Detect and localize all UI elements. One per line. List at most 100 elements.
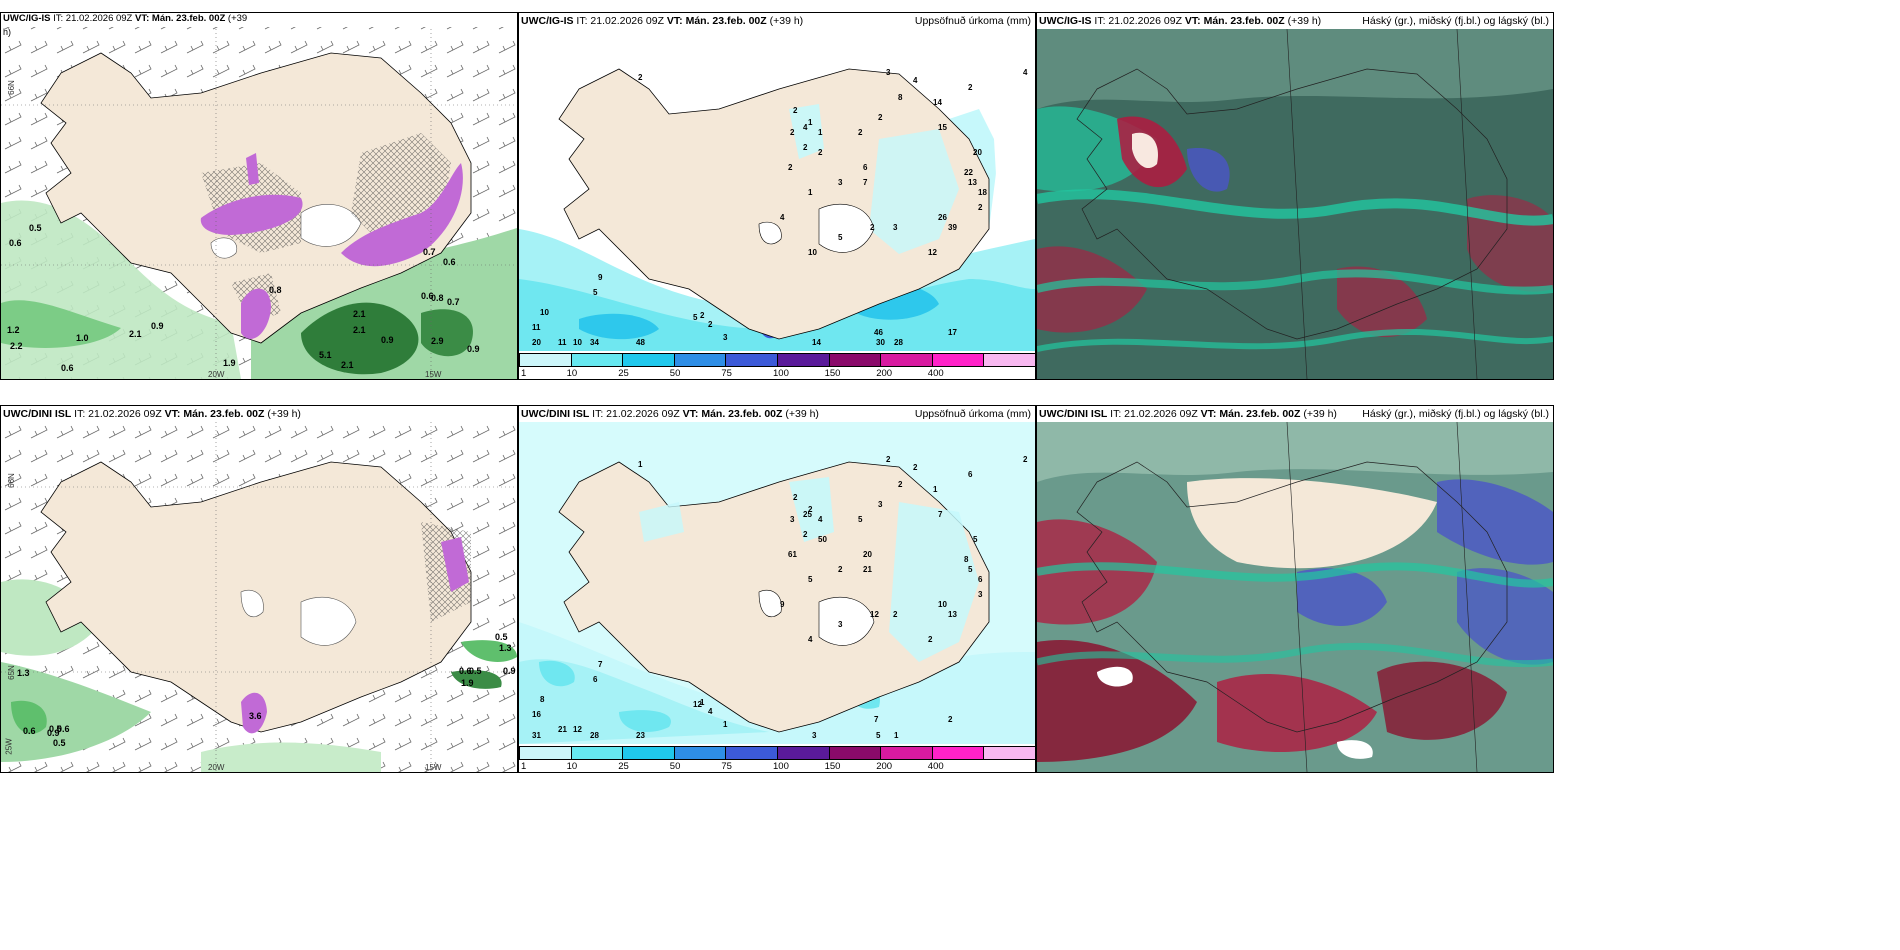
lon-label-25w: 25W: [4, 738, 14, 755]
lead-time: (+39 h): [782, 408, 819, 420]
precip-value: 2.1: [341, 360, 354, 370]
precip-value: 2: [638, 73, 643, 82]
precip-value: 48: [636, 338, 645, 347]
init-time: IT: 21.02.2026 09Z: [71, 408, 165, 420]
precip-value: 7: [938, 510, 943, 519]
map-panel-ig-is-wind: UWC/IG-IS IT: 21.02.2026 09Z VT: Mán. 23…: [0, 12, 518, 380]
panel-header: UWC/IG-IS IT: 21.02.2026 09Z VT: Mán. 23…: [519, 13, 1035, 29]
precip-value: 28: [894, 338, 903, 347]
precip-value: 3: [790, 515, 795, 524]
lead-time: (+39 h): [264, 408, 301, 420]
colorbar-tick-label: 400: [927, 368, 944, 379]
colorbar-swatch: [880, 353, 933, 367]
precip-value: 34: [590, 338, 599, 347]
precip-value: 1: [818, 128, 823, 137]
lead-time: (+39 h): [766, 15, 804, 27]
precip-value: 11: [558, 338, 567, 347]
init-time: IT: 21.02.2026 09Z: [1107, 408, 1201, 420]
precip-value: 2: [818, 148, 823, 157]
precip-value: 4: [808, 635, 813, 644]
precip-value: 17: [948, 328, 957, 337]
precip-labels-top: 2 4 3 4 8 14 1 15 20 22 13 18 2 2 4 2 2 6 7 39 26 12 3 5 10 4 9 5 10…: [518, 28, 1034, 350]
precip-value: 0.7: [423, 247, 436, 257]
colorbar: 1 10 25 50 75 100 150 200 400: [519, 744, 1035, 772]
valid-time: VT: Mán. 23.feb. 00Z: [1200, 408, 1301, 420]
precip-value: 1.3: [499, 643, 512, 653]
colorbar-tick-label: 200: [876, 761, 893, 772]
map-panel-dini-wind: UWC/DINI ISL IT: 21.02.2026 09Z VT: Mán.…: [0, 405, 518, 773]
colorbar-swatch: [725, 353, 778, 367]
precip-value: 46: [874, 328, 883, 337]
precip-value: 2: [838, 565, 843, 574]
precip-value: 0.6: [23, 726, 36, 736]
lon-label-15w: 15W: [425, 763, 442, 772]
precip-value: 21: [558, 725, 567, 734]
map-area: [1037, 29, 1553, 379]
colorbar-tick-label: 1: [521, 761, 527, 772]
precip-value: 1: [700, 698, 705, 707]
precip-value: 3: [878, 500, 883, 509]
precip-value: 10: [938, 600, 947, 609]
lead-time-cont: h): [3, 27, 12, 37]
colorbar-tick-label: 50: [669, 761, 681, 772]
model-label: UWC/IG-IS: [521, 15, 574, 27]
colorbar-tick-label: 10: [566, 368, 578, 379]
valid-time: VT: Mán. 23.feb. 00Z: [1184, 15, 1285, 27]
precip-value: 5: [876, 731, 881, 740]
precip-value: 2: [708, 320, 713, 329]
precip-value: 9: [598, 273, 603, 282]
precip-value: 15: [938, 123, 947, 132]
precip-value: 22: [964, 168, 973, 177]
precip-value: 2.1: [129, 329, 142, 339]
precip-value: 0.5: [53, 738, 66, 748]
colorbar-swatch: [828, 353, 882, 367]
precip-value: 4: [1023, 68, 1028, 77]
precip-value: 7: [598, 660, 603, 669]
colorbar: 1 10 25 50 75 100 150 200 400: [519, 351, 1035, 379]
precip-value: 8: [898, 93, 903, 102]
colorbar-swatch: [519, 746, 572, 760]
colorbar-tick-label: 1: [521, 368, 527, 379]
precip-value: 1: [808, 118, 813, 127]
precip-value: 2.1: [353, 309, 366, 319]
map-area: [1, 13, 517, 379]
precip-value: 2: [893, 610, 898, 619]
colorbar-swatch: [828, 746, 882, 760]
model-label: UWC/IG-IS: [3, 13, 51, 24]
precip-value: 1.2: [7, 325, 20, 335]
precip-value: 0.6: [459, 666, 472, 676]
precip-value: 3: [812, 731, 817, 740]
valid-time: VT: Mán. 23.feb. 00Z: [164, 408, 265, 420]
precip-value: 61: [788, 550, 797, 559]
precip-value: 20: [863, 550, 872, 559]
precip-value: 0.5: [49, 724, 62, 734]
precip-value: 14: [812, 338, 821, 347]
precip-value: 3: [886, 68, 891, 77]
precip-value: 0.8: [269, 285, 282, 295]
init-time: IT: 21.02.2026 09Z: [50, 13, 136, 24]
precip-value: 8: [540, 695, 545, 704]
precip-value: 21: [863, 565, 872, 574]
colorbar-tick-label: 25: [618, 368, 629, 379]
lat-label-66n: 66N: [6, 473, 16, 488]
precip-value: 0.6: [61, 363, 74, 373]
precip-value: 30: [876, 338, 885, 347]
precip-value: 16: [532, 710, 541, 719]
precip-value: 2.2: [10, 341, 23, 351]
map-panel-dini-precip: UWC/DINI ISL IT: 21.02.2026 09Z VT: Mán.…: [518, 405, 1036, 773]
precip-value: 0.6: [421, 291, 434, 301]
precip-value: 26: [938, 213, 947, 222]
precip-value: 4: [803, 123, 808, 132]
lead-time: (+39 h): [1284, 15, 1322, 27]
precip-value: 28: [590, 731, 599, 740]
map-panel-ig-is-precip: UWC/IG-IS IT: 21.02.2026 09Z VT: Mán. 23…: [518, 12, 1036, 380]
precip-value: 1: [723, 720, 728, 729]
precip-value: 8: [964, 555, 969, 564]
colorbar-tick-label: 150: [824, 368, 841, 379]
colorbar-tick-label: 400: [927, 761, 944, 772]
field-title: Háský (gr.), miðský (fj.bl.) og lágský (…: [1362, 408, 1549, 420]
precip-value: 2.9: [431, 336, 444, 346]
precip-value: 5: [858, 515, 863, 524]
precip-value: 4: [913, 76, 918, 85]
precip-value: 1: [638, 460, 643, 469]
